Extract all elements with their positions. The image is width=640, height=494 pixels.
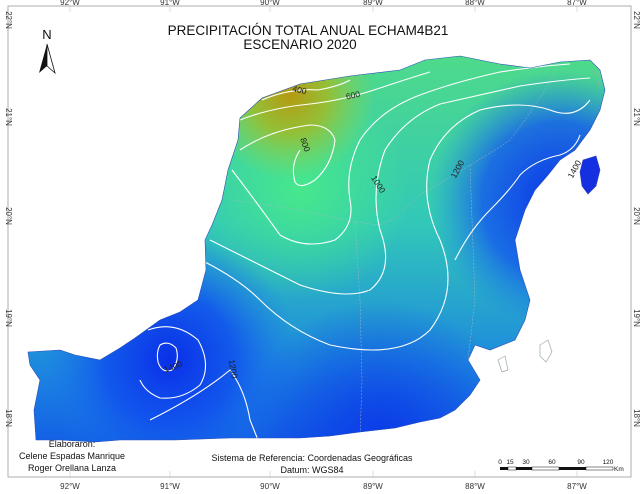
scale-label-120: 120: [603, 459, 614, 466]
longitude-ticks-top: 92°W 91°W 90°W 89°W 88°W 87°W: [60, 0, 587, 7]
credits-author-1: Celene Espadas Manrique: [19, 451, 125, 461]
state-boundaries: [231, 61, 561, 439]
map-title-line2: ESCENARIO 2020: [243, 37, 356, 52]
lat-tick-22-right: 22°N: [632, 11, 640, 29]
north-arrow-icon: N: [39, 27, 56, 75]
lat-tick-21-right: 21°N: [632, 108, 640, 126]
lon-tick-92-bottom: 92°W: [60, 482, 80, 491]
lon-tick-87-bottom: 87°W: [567, 482, 587, 491]
scale-label-60: 60: [548, 459, 556, 466]
latitude-ticks-right: 22°N 21°N 20°N 19°N 18°N: [632, 11, 640, 427]
reference-block: Sistema de Referencia: Coordenadas Geogr…: [211, 453, 413, 475]
reef-outlines: [497, 69, 601, 373]
contour-label-800: 800: [298, 136, 312, 153]
contour-label-400: 400: [292, 83, 308, 96]
lon-tick-88-bottom: 88°W: [465, 482, 485, 491]
lon-tick-87-top: 87°W: [567, 0, 587, 7]
lon-tick-90-top: 90°W: [260, 0, 280, 7]
cozumel-island: [579, 155, 601, 195]
lat-tick-19-right: 19°N: [632, 309, 640, 327]
lon-tick-92-top: 92°W: [60, 0, 80, 7]
credits-author-2: Roger Orellana Lanza: [28, 463, 116, 473]
lat-tick-20-left: 20°N: [4, 207, 13, 225]
contour-label-600: 600: [345, 89, 361, 102]
scale-label-0: 0: [498, 459, 502, 466]
lat-tick-19-left: 19°N: [4, 309, 13, 327]
lon-tick-89-bottom: 89°W: [363, 482, 383, 491]
credits-block: Elaboraron: Celene Espadas Manrique Roge…: [19, 439, 125, 473]
reference-system: Sistema de Referencia: Coordenadas Geogr…: [211, 453, 413, 463]
lon-tick-88-top: 88°W: [465, 0, 485, 7]
map-title-line1: PRECIPITACIÓN TOTAL ANUAL ECHAM4B21: [168, 23, 449, 38]
lon-tick-91-top: 91°W: [160, 0, 180, 7]
scale-label-90: 90: [577, 459, 585, 466]
scale-unit: Km: [614, 466, 624, 473]
longitude-ticks-bottom: 92°W 91°W 90°W 89°W 88°W 87°W: [60, 482, 587, 491]
lon-tick-90-bottom: 90°W: [260, 482, 280, 491]
credits-heading: Elaboraron:: [49, 439, 96, 449]
scale-label-30: 30: [522, 459, 530, 466]
north-arrow-label: N: [42, 27, 51, 42]
lat-tick-18-left: 18°N: [4, 409, 13, 427]
lat-tick-21-left: 21°N: [4, 108, 13, 126]
scale-label-15: 15: [506, 459, 514, 466]
map-frame: [7, 5, 632, 478]
latitude-ticks-left: 22°N 21°N 20°N 19°N 18°N: [4, 11, 13, 427]
lon-tick-91-bottom: 91°W: [160, 482, 180, 491]
contour-lines: [139, 63, 591, 441]
lat-tick-20-right: 20°N: [632, 207, 640, 225]
contour-label-1200-south: 1200: [227, 359, 240, 380]
lon-tick-89-top: 89°W: [363, 0, 383, 7]
reference-datum: Datum: WGS84: [280, 465, 343, 475]
lat-tick-18-right: 18°N: [632, 409, 640, 427]
lat-tick-22-left: 22°N: [4, 11, 13, 29]
graticule-lines: [69, 6, 578, 477]
scale-bar: 0 15 30 60 90 120 Km: [498, 459, 624, 473]
